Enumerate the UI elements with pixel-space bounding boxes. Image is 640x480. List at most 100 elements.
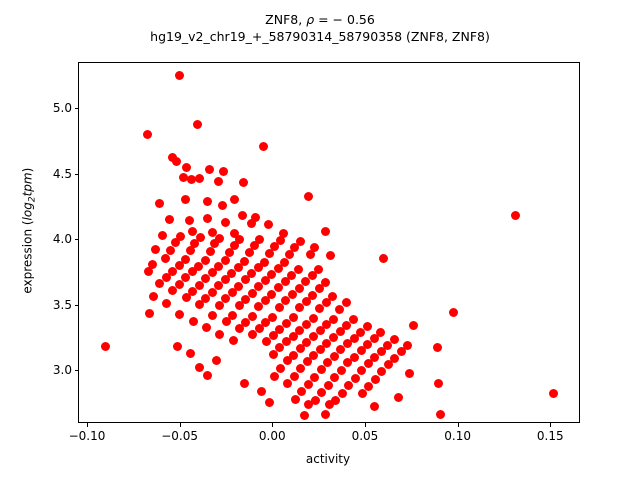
scatter-point <box>310 243 320 253</box>
scatter-point <box>288 313 298 323</box>
scatter-point <box>202 214 212 224</box>
scatter-point <box>383 359 393 369</box>
scatter-point <box>147 259 157 269</box>
scatter-point <box>287 270 297 280</box>
scatter-point <box>357 389 367 399</box>
scatter-point <box>296 364 306 374</box>
scatter-point <box>363 340 373 350</box>
scatter-point <box>261 318 271 328</box>
scatter-point <box>328 291 338 301</box>
scatter-point <box>237 211 247 221</box>
scatter-point <box>207 228 217 238</box>
scatter-point <box>234 301 244 311</box>
scatter-point <box>161 254 171 264</box>
scatter-point <box>155 279 165 289</box>
scatter-point <box>320 226 330 236</box>
scatter-point <box>233 262 243 272</box>
scatter-point <box>288 331 298 341</box>
scatter-point <box>321 277 331 287</box>
title-gene-prefix: ZNF8, <box>265 12 307 27</box>
y-tick-label: 4.0 <box>52 232 72 247</box>
scatter-point <box>350 374 360 384</box>
scatter-point <box>195 233 205 243</box>
scatter-point <box>254 302 264 312</box>
scatter-point <box>247 289 257 298</box>
scatter-point <box>295 325 305 335</box>
scatter-point <box>343 358 353 368</box>
scatter-point <box>449 308 459 317</box>
scatter-point <box>435 409 445 419</box>
scatter-point <box>220 274 230 284</box>
scatter-point <box>364 382 374 391</box>
scatter-point <box>247 269 257 279</box>
scatter-point <box>274 283 284 293</box>
scatter-point <box>186 175 196 185</box>
scatter-point <box>205 247 215 257</box>
scatter-point <box>174 279 184 289</box>
scatter-point <box>220 256 230 266</box>
scatter-point <box>403 341 413 351</box>
scatter-point <box>324 400 334 410</box>
scatter-point <box>396 347 406 357</box>
rho-value: = − 0.56 <box>314 12 375 27</box>
scatter-point <box>207 287 217 297</box>
scatter-point <box>207 268 217 278</box>
scatter-point <box>188 287 198 297</box>
ylabel-subscript: 2 <box>27 196 38 203</box>
scatter-point <box>164 215 174 224</box>
scatter-point <box>214 262 224 272</box>
title-line-1: ZNF8, ρ = − 0.56 <box>0 12 640 29</box>
x-tick <box>457 423 459 427</box>
x-tick-label: 0.15 <box>536 429 564 443</box>
scatter-point <box>260 257 270 267</box>
scatter-point <box>269 241 279 251</box>
scatter-point <box>341 298 351 308</box>
scatter-point <box>356 345 366 355</box>
scatter-point <box>185 246 195 256</box>
scatter-point <box>228 311 238 321</box>
scatter-point <box>267 289 277 299</box>
scatter-point <box>329 351 339 361</box>
scatter-point <box>378 254 388 264</box>
scatter-point <box>309 351 319 361</box>
scatter-point <box>325 251 335 261</box>
scatter-point <box>203 370 213 380</box>
x-tick <box>272 423 274 427</box>
scatter-point <box>240 275 250 285</box>
scatter-point <box>308 313 318 323</box>
scatter-point <box>101 342 110 352</box>
rho-symbol: ρ <box>306 12 315 27</box>
scatter-point <box>254 282 264 292</box>
scatter-point <box>194 363 204 372</box>
scatter-point <box>342 321 352 331</box>
scatter-point <box>362 321 372 331</box>
scatter-point <box>161 272 171 282</box>
scatter-point <box>257 386 267 396</box>
scatter-point <box>247 311 257 321</box>
scatter-point <box>158 231 168 241</box>
scatter-point <box>175 70 185 80</box>
scatter-point <box>328 314 338 324</box>
x-axis-label: activity <box>305 452 351 466</box>
scatter-point <box>302 357 312 367</box>
scatter-point <box>170 237 180 247</box>
scatter-point <box>408 321 418 331</box>
scatter-point <box>227 268 237 278</box>
x-tick-label: −0.05 <box>161 429 199 443</box>
scatter-point <box>322 320 332 330</box>
scatter-point <box>336 345 346 355</box>
scatter-point <box>265 249 274 259</box>
scatter-point <box>363 359 373 369</box>
scatter-point <box>213 177 223 187</box>
scatter-point <box>301 277 311 287</box>
scatter-point <box>154 199 164 209</box>
scatter-point <box>308 290 317 300</box>
scatter-point <box>228 336 238 346</box>
scatter-point <box>181 273 191 283</box>
scatter-point <box>145 309 155 319</box>
scatter-point <box>210 239 220 249</box>
scatter-plot-area <box>79 63 579 422</box>
scatter-point <box>290 242 300 252</box>
x-tick-label: 0.00 <box>258 429 286 443</box>
scatter-point <box>151 245 161 255</box>
